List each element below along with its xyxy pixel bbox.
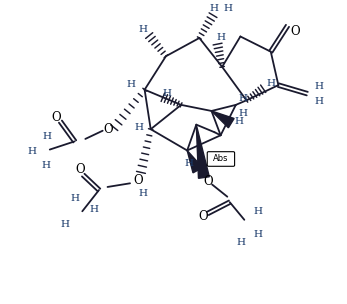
Text: H: H	[315, 97, 324, 106]
Text: H: H	[184, 159, 193, 168]
Text: O: O	[134, 174, 143, 187]
Text: H: H	[216, 33, 225, 42]
Text: O: O	[290, 26, 300, 38]
Text: H: H	[71, 194, 80, 203]
Text: H: H	[266, 79, 275, 88]
Text: O: O	[75, 163, 85, 176]
Text: H: H	[315, 82, 324, 91]
Text: H: H	[253, 230, 262, 240]
Text: H: H	[234, 117, 243, 126]
Text: O: O	[198, 210, 208, 223]
Text: H: H	[138, 25, 147, 34]
FancyBboxPatch shape	[207, 152, 235, 166]
Text: H: H	[41, 161, 50, 170]
Text: H: H	[135, 123, 144, 132]
Text: H: H	[237, 238, 246, 247]
Text: H: H	[60, 220, 69, 229]
Text: H: H	[138, 189, 147, 198]
Text: O: O	[103, 123, 113, 136]
Text: O: O	[203, 175, 213, 188]
Text: H: H	[126, 80, 135, 89]
Text: Abs: Abs	[213, 154, 229, 164]
Text: H: H	[239, 109, 248, 118]
Text: H: H	[27, 147, 36, 156]
Polygon shape	[187, 150, 203, 173]
Polygon shape	[196, 125, 209, 178]
Text: H: H	[89, 205, 98, 214]
Polygon shape	[212, 111, 234, 128]
Text: H: H	[163, 89, 172, 98]
Text: H: H	[224, 4, 233, 13]
Text: O: O	[52, 111, 61, 123]
Text: H: H	[239, 94, 248, 103]
Text: H: H	[42, 132, 51, 141]
Text: H: H	[253, 207, 262, 216]
Text: H: H	[210, 4, 218, 13]
